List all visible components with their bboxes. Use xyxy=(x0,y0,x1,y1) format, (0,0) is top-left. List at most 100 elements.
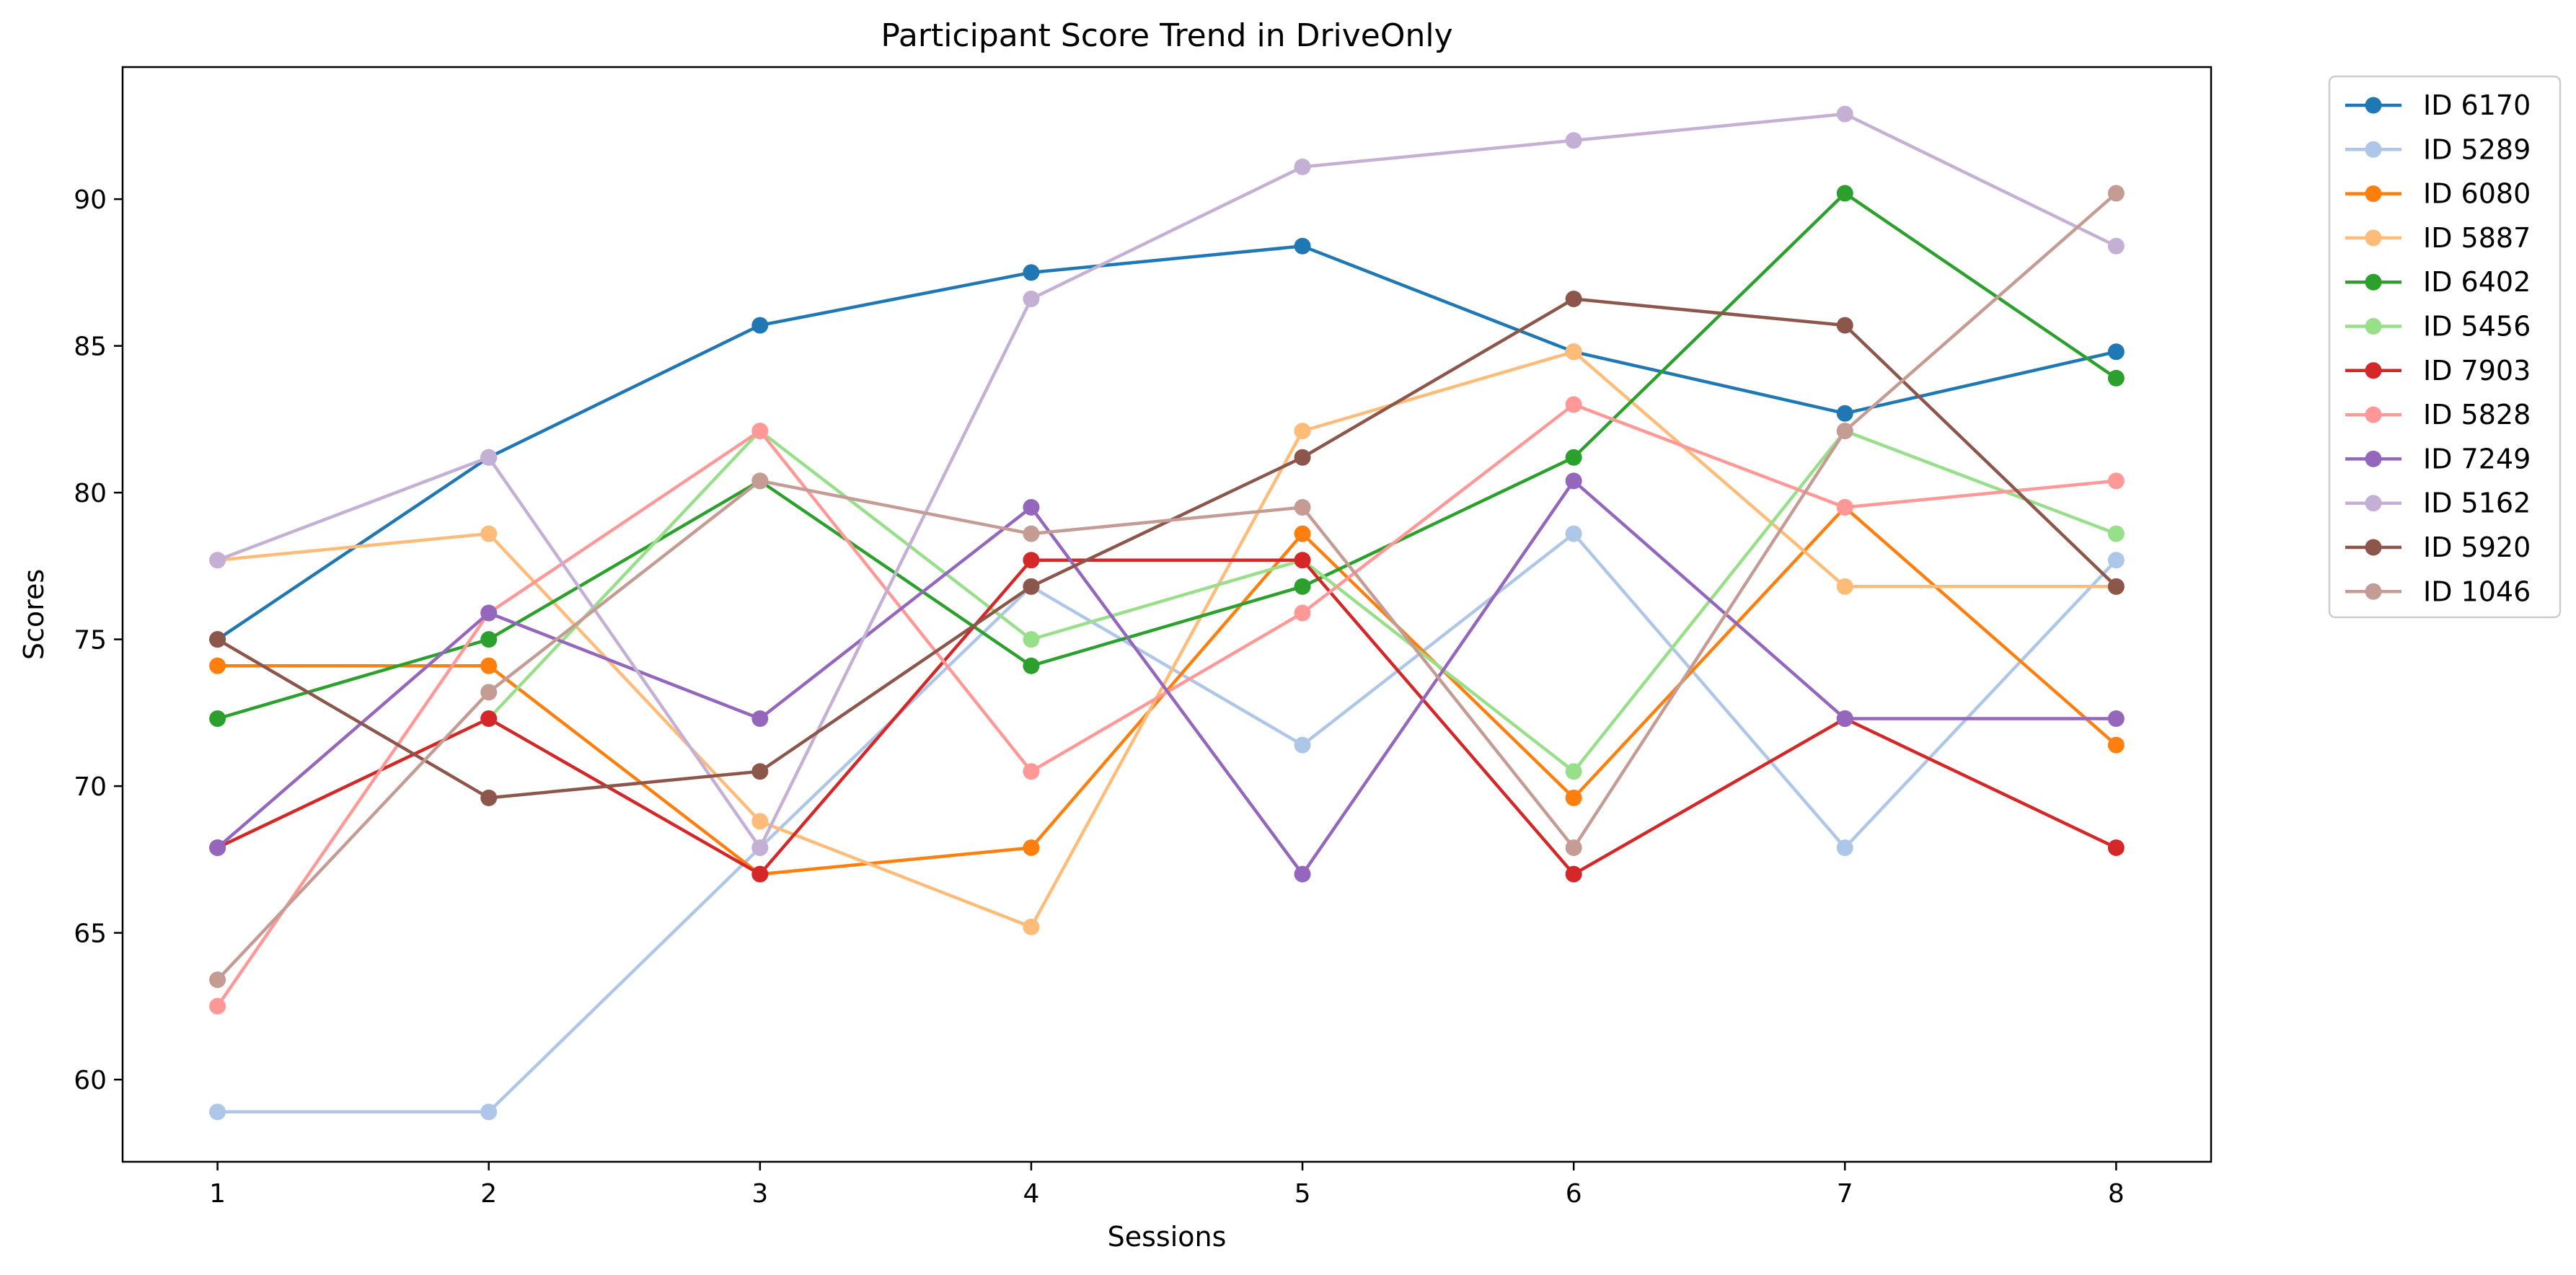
series-line-6 xyxy=(216,558,2117,876)
legend-label: ID 6170 xyxy=(2423,89,2531,121)
data-point xyxy=(1023,525,1040,542)
data-point xyxy=(1836,185,1853,202)
y-tick-label: 85 xyxy=(74,332,107,362)
data-point xyxy=(1294,604,1311,622)
data-point xyxy=(480,449,498,466)
x-tick-label: 2 xyxy=(480,1179,497,1209)
x-axis-ticks: 1 2 3 4 5 6 7 8 xyxy=(209,1162,2125,1209)
data-point xyxy=(2107,525,2125,542)
legend-label: ID 5162 xyxy=(2423,488,2531,519)
data-point xyxy=(209,631,226,648)
data-point xyxy=(1294,552,1311,569)
x-tick-label: 7 xyxy=(1837,1179,1853,1209)
data-point xyxy=(1023,839,1040,857)
series-line-5 xyxy=(216,429,2117,850)
legend: ID 6170 ID 5289 ID 6080 ID 5887 ID 6402 ID 54… xyxy=(2328,75,2562,619)
legend-marker xyxy=(2365,539,2382,556)
data-point xyxy=(209,971,226,989)
plot-markers xyxy=(209,105,2125,1121)
data-point xyxy=(1294,736,1311,754)
data-point xyxy=(1836,578,1853,595)
data-point xyxy=(2107,736,2125,754)
data-point xyxy=(751,423,769,440)
series-line-11 xyxy=(216,192,2117,981)
data-point xyxy=(1294,865,1311,883)
legend-label: ID 7249 xyxy=(2423,443,2531,475)
legend-marker xyxy=(2365,97,2382,114)
data-point xyxy=(1294,237,1311,255)
data-point xyxy=(751,813,769,830)
legend-marker xyxy=(2365,229,2382,247)
data-point xyxy=(1565,472,1582,490)
legend-label: ID 5289 xyxy=(2423,133,2531,165)
legend-label: ID 6402 xyxy=(2423,266,2531,298)
series-line-4 xyxy=(216,191,2117,720)
data-point xyxy=(2107,237,2125,255)
y-tick-label: 75 xyxy=(74,626,107,656)
legend-label: ID 5887 xyxy=(2423,222,2531,254)
legend-marker xyxy=(2365,273,2382,291)
x-tick-label: 8 xyxy=(2108,1179,2125,1209)
legend-label: ID 5456 xyxy=(2423,311,2531,343)
data-point xyxy=(2107,710,2125,727)
legend-label: ID 1046 xyxy=(2423,575,2531,607)
legend-items: ID 6170 ID 5289 ID 6080 ID 5887 ID 6402 ID 54… xyxy=(2345,89,2531,607)
y-tick-label: 65 xyxy=(74,919,107,949)
data-point xyxy=(1023,291,1040,308)
data-point xyxy=(1565,839,1582,857)
data-point xyxy=(1565,789,1582,806)
y-axis-ticks: 60 65 70 75 80 85 90 xyxy=(74,185,123,1095)
x-tick-label: 4 xyxy=(1023,1179,1039,1209)
data-point xyxy=(751,317,769,334)
data-point xyxy=(751,763,769,780)
data-point xyxy=(2107,369,2125,387)
data-point xyxy=(1836,839,1853,857)
data-point xyxy=(2107,578,2125,595)
y-tick-label: 60 xyxy=(74,1066,107,1095)
legend-label: ID 5920 xyxy=(2423,531,2531,563)
y-tick-label: 70 xyxy=(74,772,107,802)
data-point xyxy=(209,552,226,569)
legend-marker xyxy=(2365,583,2382,600)
data-point xyxy=(1565,763,1582,780)
x-tick-label: 6 xyxy=(1566,1179,1582,1209)
data-point xyxy=(1294,498,1311,516)
y-axis-label: Scores xyxy=(18,569,50,660)
legend-box xyxy=(2328,75,2562,619)
data-point xyxy=(751,865,769,883)
data-point xyxy=(480,525,498,542)
data-point xyxy=(1565,343,1582,361)
legend-marker xyxy=(2365,362,2382,379)
data-point xyxy=(1023,918,1040,935)
data-point xyxy=(1023,657,1040,674)
data-point xyxy=(1023,631,1040,648)
data-point xyxy=(1294,525,1311,542)
legend-marker xyxy=(2365,318,2382,335)
data-point xyxy=(1836,405,1853,422)
x-tick-label: 5 xyxy=(1294,1179,1311,1209)
data-point xyxy=(1023,763,1040,780)
data-point xyxy=(1836,105,1853,123)
legend-label: ID 5828 xyxy=(2423,399,2531,431)
legend-marker xyxy=(2365,495,2382,512)
plot-frame xyxy=(121,66,2213,1163)
data-point xyxy=(1294,578,1311,595)
data-point xyxy=(480,604,498,622)
data-point xyxy=(480,1103,498,1121)
data-point xyxy=(751,710,769,727)
data-point xyxy=(1294,449,1311,466)
data-point xyxy=(1836,498,1853,516)
data-point xyxy=(480,631,498,648)
legend-marker xyxy=(2365,185,2382,203)
legend-label: ID 7903 xyxy=(2423,355,2531,387)
data-point xyxy=(480,710,498,727)
y-tick-label: 90 xyxy=(74,185,107,215)
data-point xyxy=(1023,578,1040,595)
data-point xyxy=(1836,710,1853,727)
x-tick-label: 3 xyxy=(751,1179,768,1209)
data-point xyxy=(480,657,498,674)
data-point xyxy=(1565,291,1582,308)
data-point xyxy=(480,684,498,701)
data-point xyxy=(2107,185,2125,202)
